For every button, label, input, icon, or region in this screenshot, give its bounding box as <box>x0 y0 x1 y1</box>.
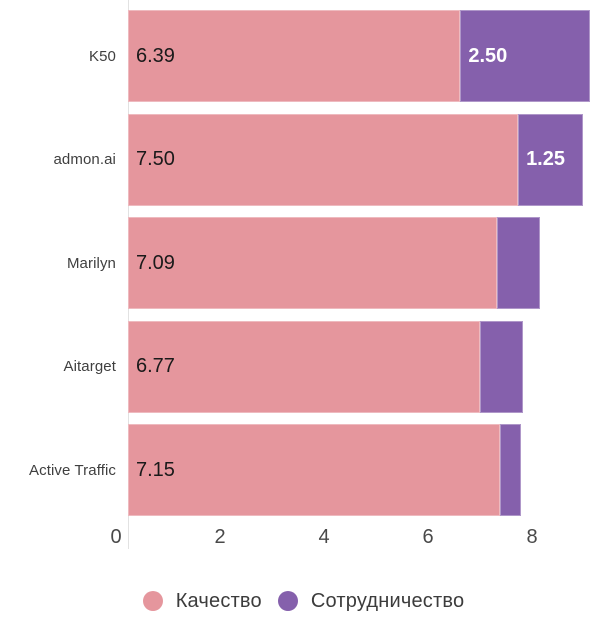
bar-segment-quality: 6.39 <box>128 10 461 102</box>
x-tick-label: 4 <box>318 526 330 548</box>
bar-segment-quality: 6.77 <box>128 320 481 413</box>
x-tick-label: 6 <box>422 526 434 548</box>
category-label: Aitarget <box>63 358 116 376</box>
bar-segment-quality: 7.50 <box>128 113 519 206</box>
bar-segment-quality: 7.15 <box>128 424 500 517</box>
legend-label: Сотрудничество <box>310 589 465 612</box>
bar-segment-cooperation <box>480 320 523 413</box>
value-label: 1.25 <box>526 148 565 171</box>
category-label: Active Traffic <box>29 461 116 479</box>
value-label: 7.09 <box>136 251 175 274</box>
bar-segment-cooperation <box>496 217 540 310</box>
value-label: 7.50 <box>136 148 175 171</box>
value-label: 6.77 <box>136 355 175 378</box>
bar-segment-cooperation: 2.50 <box>460 10 591 102</box>
legend-item-cooperation: Сотрудничество <box>277 589 465 613</box>
category-label: Marilyn <box>66 254 116 272</box>
bar-segment-cooperation <box>499 424 521 517</box>
category-label: admon.ai <box>53 151 116 169</box>
value-label: 7.15 <box>136 458 175 481</box>
legend-swatch-icon <box>142 591 163 611</box>
legend-label: Качество <box>175 589 262 612</box>
value-label: 6.39 <box>136 44 175 67</box>
category-label: K50 <box>89 47 116 65</box>
bar-segment-cooperation: 1.25 <box>518 113 584 206</box>
x-tick-label: 8 <box>526 526 538 548</box>
x-tick-label: 0 <box>110 526 122 548</box>
bar-segment-quality: 7.09 <box>128 217 497 310</box>
legend-item-quality: Качество <box>142 589 262 613</box>
legend-swatch-icon <box>277 591 298 611</box>
value-label: 2.50 <box>468 44 508 67</box>
legend: Качество Сотрудничество <box>0 588 607 614</box>
x-tick-label: 2 <box>214 526 226 548</box>
